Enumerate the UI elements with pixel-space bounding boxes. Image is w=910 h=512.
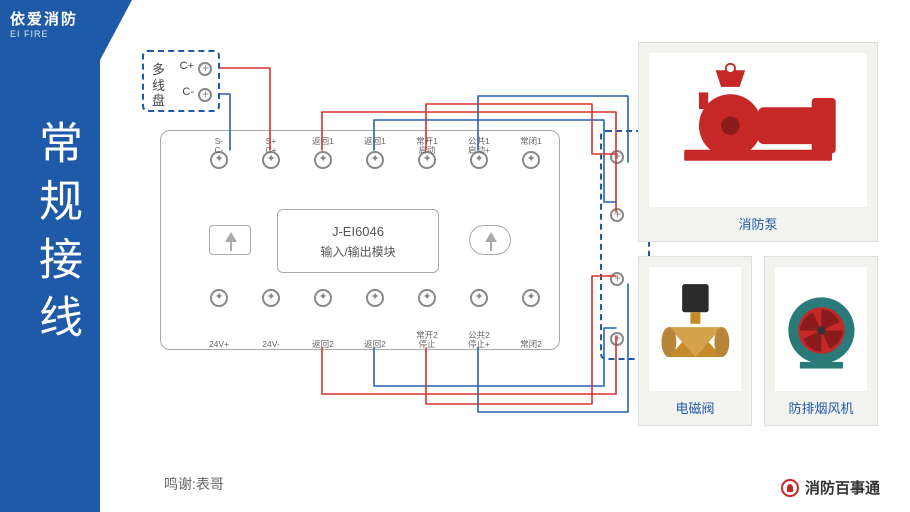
footer-brand: 消防百事通 [781,477,880,498]
multiline-cplus-pin [198,62,212,76]
external-pin [610,332,624,346]
terminal-label: 公共2 停止+ [468,331,490,349]
footer-brand-text: 消防百事通 [805,477,880,498]
io-module: S- C-S+ C+返回1返回1常开1 启动公共1 启动+常闭1 J-EI604… [160,130,560,350]
terminal [262,289,280,307]
terminal-label: 常闭2 [520,340,542,349]
module-bottom-terminals: 24V+24V-返回2返回2常开2 停止公共2 停止+常闭2 [189,289,531,329]
terminal-label: 公共1 启动+ [468,137,490,155]
terminal-label: 24V+ [209,340,229,349]
terminal-label: 常开2 停止 [416,331,438,349]
pump-icon [649,53,867,207]
multiline-panel: 多 线 盘 C+ C- [142,50,220,112]
terminal [522,151,540,169]
terminal [314,151,332,169]
terminal-label: 常闭1 [520,137,542,146]
external-pin [610,208,624,222]
multiline-cminus-label: C- [182,86,194,98]
module-subtitle: 输入/输出模块 [278,243,438,260]
equipment-valve-panel: 电磁阀 [638,256,752,426]
terminal-label: 常开1 启动 [416,137,438,155]
diagram-canvas: 多 线 盘 C+ C- S- C-S+ C+返回1返回1常开1 启动公共1 启动… [100,0,910,512]
terminal-label: S+ C+ [265,137,276,155]
brand-sub: EI FIRE [10,29,90,39]
page-title: 常规接线 [24,120,88,352]
terminal-label: 返回1 [312,137,334,146]
terminal-label: 24V- [262,340,280,349]
valve-caption: 电磁阀 [639,398,751,417]
multiline-cplus-label: C+ [180,60,194,72]
module-label-box: J-EI6046 输入/输出模块 [277,209,439,273]
brand-name: 依爱消防 [10,8,90,29]
fan-icon [775,267,867,391]
external-pin [610,272,624,286]
terminal [522,289,540,307]
fan-caption: 防排烟风机 [765,398,877,417]
terminal-label: S- C- [215,137,224,155]
terminal-label: 返回1 [364,137,386,146]
footer-badge-icon [781,479,799,497]
module-top-terminals: S- C-S+ C+返回1返回1常开1 启动公共1 启动+常闭1 [189,151,531,191]
module-slot-left [209,225,251,255]
terminal [314,289,332,307]
terminal [210,289,228,307]
terminal [366,151,384,169]
module-slot-right [469,225,511,255]
multiline-cminus-pin [198,88,212,102]
credit-line: 鸣谢:表哥 [164,474,224,494]
external-pin [610,150,624,164]
terminal [366,289,384,307]
terminal [418,289,436,307]
multiline-label: 多 线 盘 [152,62,165,109]
pump-caption: 消防泵 [639,214,877,233]
terminal [470,289,488,307]
sidebar: 依爱消防 EI FIRE 常规接线 [0,0,100,512]
equipment-fan-panel: 防排烟风机 [764,256,878,426]
equipment-pump-panel: 消防泵 [638,42,878,242]
brand-logo: 依爱消防 EI FIRE [0,0,100,47]
valve-icon [649,267,741,391]
terminal-label: 返回2 [312,340,334,349]
terminal-label: 返回2 [364,340,386,349]
module-model: J-EI6046 [278,224,438,239]
